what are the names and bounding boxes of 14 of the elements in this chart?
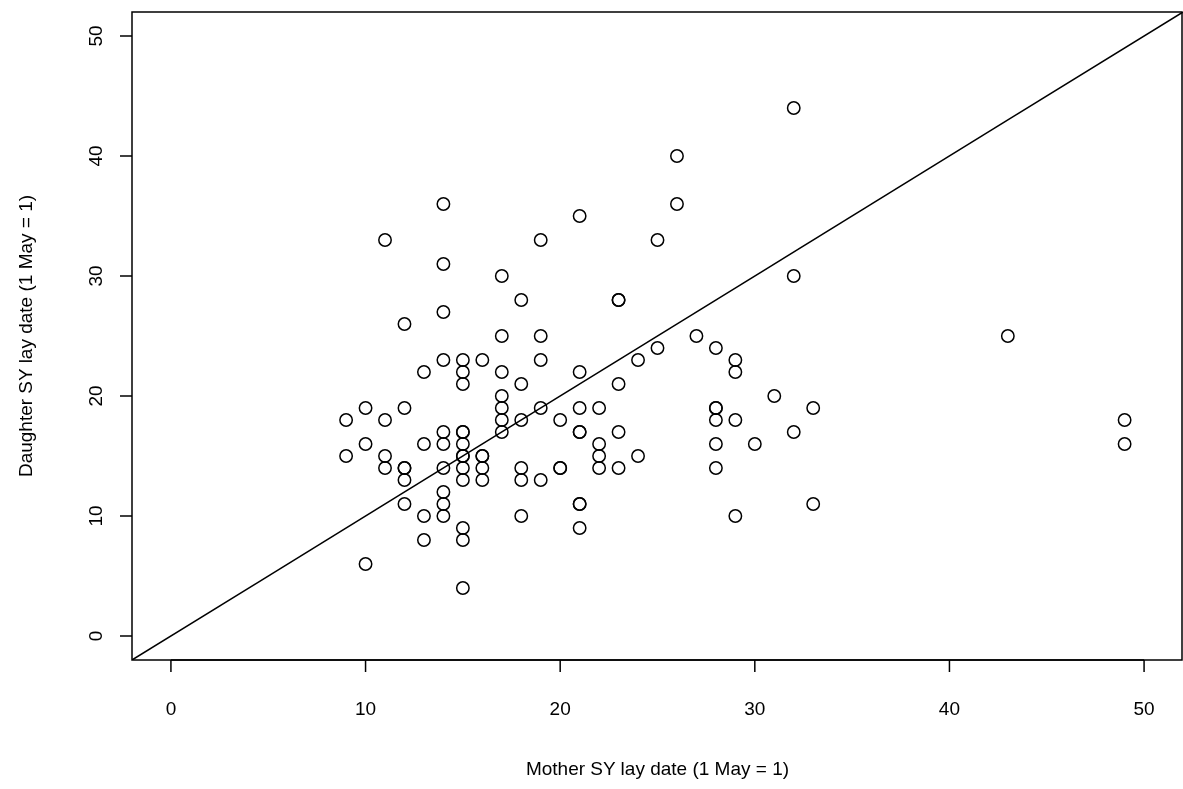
y-tick-label: 40 [85, 145, 106, 167]
y-tick-label: 30 [85, 265, 106, 287]
x-axis-title: Mother SY lay date (1 May = 1) [525, 758, 790, 779]
x-tick-label: 30 [744, 698, 766, 719]
y-tick-label: 50 [85, 25, 106, 47]
x-tick-label: 40 [938, 698, 961, 719]
y-tick-label: 0 [85, 630, 106, 642]
y-tick-label: 10 [85, 505, 106, 527]
y-axis-title: Daughter SY lay date (1 May = 1) [15, 194, 36, 478]
y-tick-label: 20 [85, 385, 106, 407]
x-tick-label: 10 [354, 698, 377, 719]
x-tick-label: 50 [1133, 698, 1155, 719]
x-tick-label: 20 [549, 698, 571, 719]
x-tick-label: 0 [165, 698, 177, 719]
